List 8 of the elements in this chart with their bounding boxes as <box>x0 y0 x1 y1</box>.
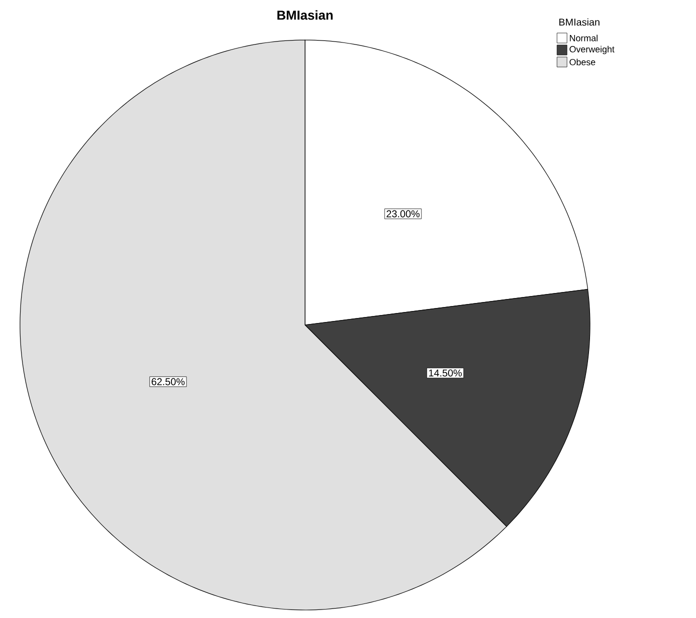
legend-label: Obese <box>570 58 596 66</box>
data-label: 62.50% <box>152 378 185 386</box>
legend-label: Normal <box>570 34 598 42</box>
data-label: 23.00% <box>386 210 420 218</box>
legend-title: BMIasian <box>559 18 600 26</box>
legend-label: Overweight <box>570 46 614 54</box>
chart-title: BMIasian <box>277 10 333 20</box>
data-label: 14.50% <box>429 369 462 377</box>
